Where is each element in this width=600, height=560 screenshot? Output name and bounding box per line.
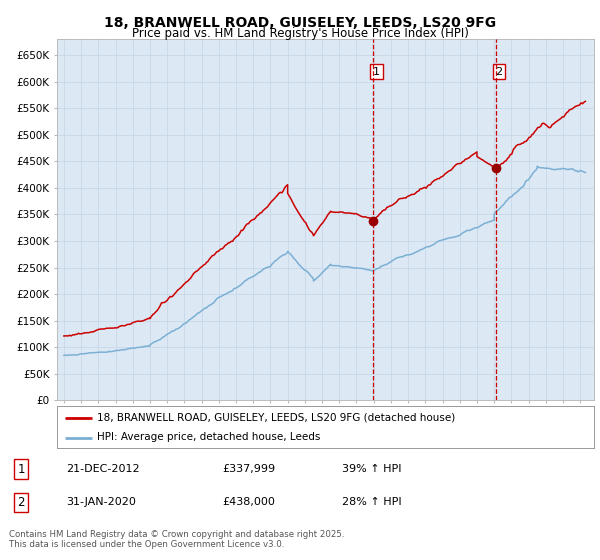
- Text: 1: 1: [17, 463, 25, 475]
- Text: 18, BRANWELL ROAD, GUISELEY, LEEDS, LS20 9FG: 18, BRANWELL ROAD, GUISELEY, LEEDS, LS20…: [104, 16, 496, 30]
- Text: HPI: Average price, detached house, Leeds: HPI: Average price, detached house, Leed…: [97, 432, 320, 442]
- Text: 39% ↑ HPI: 39% ↑ HPI: [342, 464, 401, 474]
- Text: Price paid vs. HM Land Registry's House Price Index (HPI): Price paid vs. HM Land Registry's House …: [131, 27, 469, 40]
- Text: 28% ↑ HPI: 28% ↑ HPI: [342, 497, 401, 507]
- Text: 2: 2: [17, 496, 25, 509]
- Text: 1: 1: [373, 67, 380, 77]
- Text: 21-DEC-2012: 21-DEC-2012: [66, 464, 140, 474]
- Text: £337,999: £337,999: [222, 464, 275, 474]
- Text: 2: 2: [496, 67, 503, 77]
- Text: 18, BRANWELL ROAD, GUISELEY, LEEDS, LS20 9FG (detached house): 18, BRANWELL ROAD, GUISELEY, LEEDS, LS20…: [97, 413, 455, 423]
- Text: £438,000: £438,000: [222, 497, 275, 507]
- Text: Contains HM Land Registry data © Crown copyright and database right 2025.
This d: Contains HM Land Registry data © Crown c…: [9, 530, 344, 549]
- Text: 31-JAN-2020: 31-JAN-2020: [66, 497, 136, 507]
